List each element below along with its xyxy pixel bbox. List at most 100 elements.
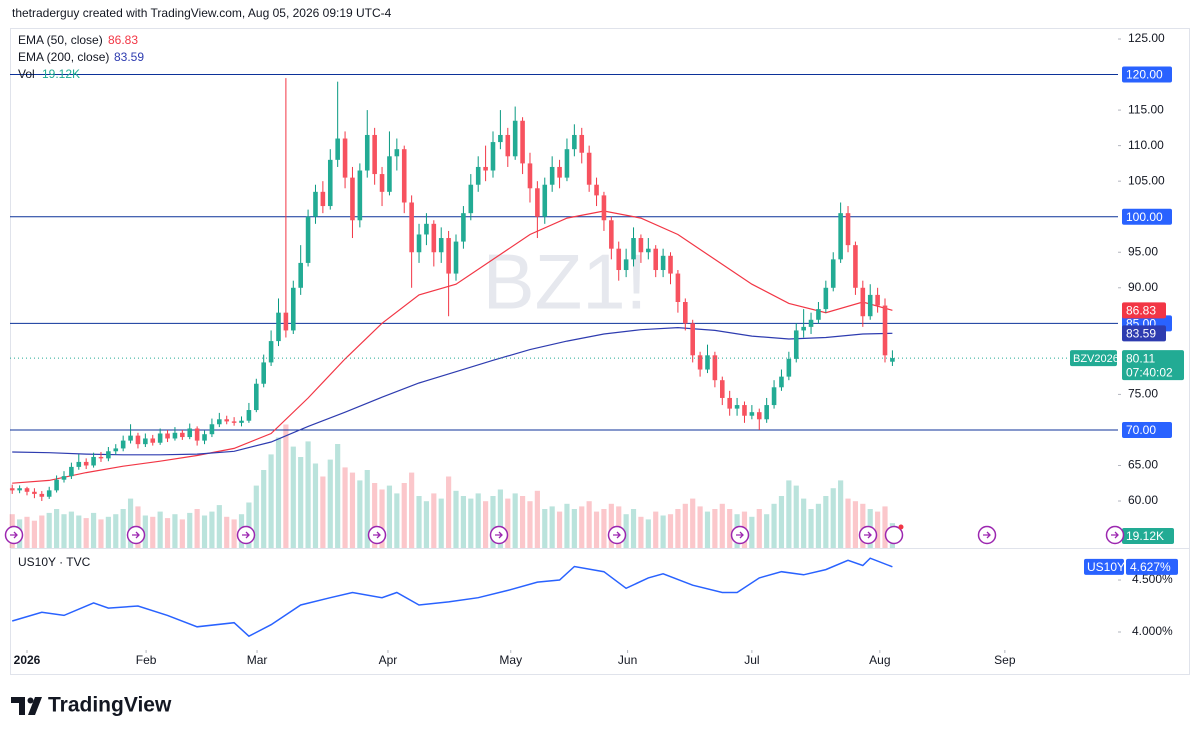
footer-logo: TradingView bbox=[11, 694, 172, 717]
volume-bar bbox=[623, 514, 629, 548]
volume-bar bbox=[98, 519, 104, 548]
candle-body bbox=[9, 488, 15, 491]
candle-body bbox=[867, 294, 873, 317]
price-label-box bbox=[1122, 421, 1172, 438]
candle-body bbox=[505, 134, 511, 157]
candle-body bbox=[113, 448, 119, 452]
y-tick-label: 60.00 bbox=[1128, 493, 1158, 507]
volume-bar bbox=[386, 485, 393, 548]
candle-body bbox=[668, 255, 673, 274]
volume-bar bbox=[586, 501, 592, 548]
event-arrow bbox=[132, 531, 140, 539]
volume-bar bbox=[534, 490, 540, 548]
candle-body bbox=[860, 287, 866, 317]
y-tick-label: 4.000% bbox=[1132, 624, 1173, 638]
x-tick-label: Sep bbox=[994, 653, 1016, 667]
y-tick-label: 4.500% bbox=[1132, 572, 1173, 586]
candle-body bbox=[231, 421, 237, 423]
price-label: 120.00 bbox=[1126, 68, 1163, 82]
candle-body bbox=[808, 319, 814, 327]
candle-body bbox=[793, 330, 799, 359]
candle-body bbox=[39, 493, 45, 497]
legend-label: EMA (50, close) bbox=[18, 33, 103, 47]
volume-bar bbox=[431, 493, 437, 548]
candle-body bbox=[527, 163, 533, 189]
candle-body bbox=[594, 184, 599, 196]
x-tick-label: Feb bbox=[136, 653, 157, 667]
volume-bar bbox=[209, 511, 215, 548]
candle-body bbox=[875, 294, 880, 306]
volume-bar bbox=[667, 514, 674, 548]
price-label-box bbox=[1122, 208, 1172, 225]
volume-bar bbox=[675, 509, 681, 548]
candle-body bbox=[342, 138, 348, 178]
candle-body bbox=[461, 213, 466, 242]
countdown: 07:40:02 bbox=[1126, 365, 1173, 379]
candle-body bbox=[756, 412, 762, 420]
candle-body bbox=[69, 466, 74, 477]
event-arrow bbox=[242, 531, 250, 539]
volume-bar bbox=[845, 498, 851, 548]
candle-body bbox=[823, 287, 829, 310]
volume-bar bbox=[105, 516, 111, 548]
candle-body bbox=[372, 134, 377, 175]
volume-bar bbox=[349, 472, 356, 548]
logo-dot bbox=[27, 697, 34, 704]
volume-bar bbox=[268, 454, 274, 548]
candle-body bbox=[468, 184, 474, 214]
volume-bar bbox=[564, 503, 570, 548]
volume-bar bbox=[608, 503, 614, 548]
volume-bar bbox=[379, 489, 385, 548]
volume-bar bbox=[483, 501, 489, 548]
legend-value: 83.59 bbox=[114, 50, 144, 64]
volume-bar bbox=[793, 485, 799, 548]
event-arrow bbox=[495, 531, 503, 539]
volume-bar bbox=[882, 506, 888, 548]
price-label-box bbox=[1122, 302, 1166, 319]
volume-bar bbox=[320, 476, 326, 548]
volume-bar bbox=[246, 502, 252, 548]
volume-bar bbox=[830, 488, 836, 548]
event-dot bbox=[898, 524, 904, 530]
legend: EMA (50, close) 86.83 EMA (200, close) 8… bbox=[18, 33, 144, 569]
candle-body bbox=[446, 238, 451, 274]
volume-bar bbox=[601, 509, 607, 548]
x-tick-label: Mar bbox=[247, 653, 268, 667]
y-tick-label: 125.00 bbox=[1128, 31, 1165, 45]
volume-bar bbox=[860, 503, 866, 548]
y-tick-label: 95.00 bbox=[1128, 244, 1158, 258]
legend-label: EMA (200, close) bbox=[18, 50, 109, 64]
candle-body bbox=[771, 387, 777, 406]
ema-line bbox=[12, 326, 893, 456]
volume-bar bbox=[453, 490, 459, 548]
volume-bar bbox=[852, 501, 859, 548]
candle-body bbox=[764, 405, 769, 420]
candle-body bbox=[327, 159, 333, 207]
volume-bar bbox=[475, 493, 481, 548]
volume-bar bbox=[660, 515, 666, 548]
volume-bar bbox=[275, 437, 282, 548]
price-label-box bbox=[1122, 66, 1172, 83]
candle-body bbox=[816, 309, 821, 320]
candle-body bbox=[246, 410, 252, 421]
volume-bar bbox=[645, 519, 651, 548]
candle-body bbox=[779, 376, 784, 388]
event-icon bbox=[884, 525, 904, 545]
volume-bar bbox=[875, 511, 881, 548]
legend-value: 86.83 bbox=[108, 33, 138, 47]
candle-body bbox=[364, 134, 370, 171]
price-label: 80.11 bbox=[1126, 351, 1155, 365]
volume-bar bbox=[401, 483, 407, 548]
candle-body bbox=[313, 191, 318, 217]
candle-body bbox=[705, 355, 710, 370]
symbol-label: BZV2026 bbox=[1073, 353, 1119, 365]
candle-body bbox=[224, 419, 230, 422]
candle-body bbox=[742, 405, 747, 416]
candle-body bbox=[675, 273, 681, 303]
candle-body bbox=[535, 188, 540, 217]
volume-bar bbox=[801, 498, 807, 548]
price-box bbox=[1122, 350, 1184, 381]
volume-bar bbox=[438, 498, 444, 548]
candle-body bbox=[128, 435, 133, 441]
volume-bar bbox=[778, 496, 785, 548]
